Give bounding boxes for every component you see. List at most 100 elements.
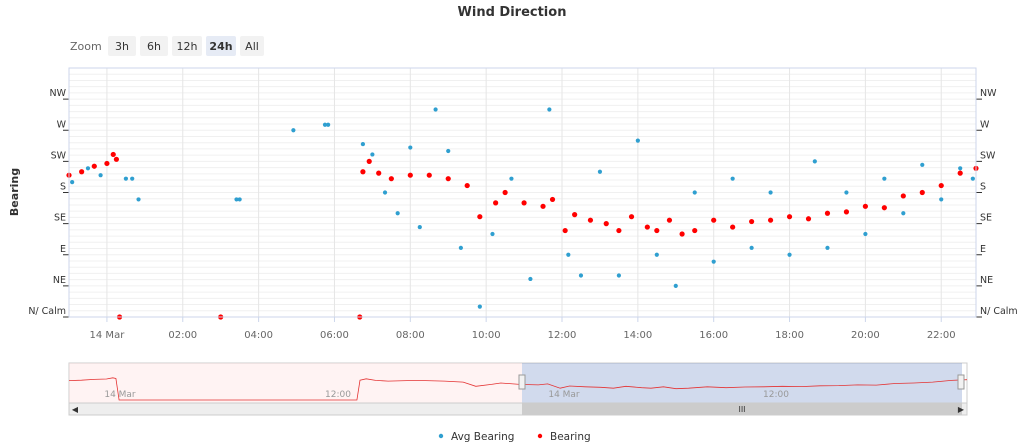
data-point[interactable] [824, 210, 831, 216]
data-point[interactable] [768, 190, 773, 195]
data-point[interactable] [370, 152, 375, 157]
data-point[interactable] [360, 169, 366, 175]
data-point[interactable] [136, 197, 141, 202]
scrollbar-thumb[interactable] [522, 403, 962, 415]
data-point[interactable] [749, 245, 754, 250]
data-point[interactable] [711, 217, 717, 223]
data-point[interactable] [123, 176, 128, 181]
data-point[interactable] [970, 176, 975, 181]
data-point[interactable] [566, 252, 571, 257]
data-point[interactable] [901, 211, 906, 216]
data-point[interactable] [920, 162, 925, 167]
data-point[interactable] [692, 227, 698, 234]
navigator-handle-right[interactable] [957, 374, 965, 390]
data-point[interactable] [939, 197, 944, 202]
data-point[interactable] [692, 190, 697, 195]
data-point[interactable] [79, 169, 85, 175]
data-point[interactable] [426, 172, 432, 178]
data-point[interactable] [654, 252, 659, 257]
data-point[interactable] [958, 166, 963, 171]
navigator-handle-left[interactable] [518, 374, 526, 390]
navigator-scrollbar[interactable]: III ◀ ▶ [68, 402, 968, 416]
data-point[interactable] [844, 190, 849, 195]
data-point[interactable] [882, 176, 887, 181]
data-point[interactable] [666, 217, 673, 223]
data-point[interactable] [464, 182, 470, 189]
data-point[interactable] [578, 273, 584, 278]
data-point[interactable] [786, 214, 793, 220]
data-point[interactable] [540, 203, 546, 209]
data-point[interactable] [635, 138, 640, 143]
data-point[interactable] [711, 259, 716, 264]
data-point[interactable] [433, 107, 438, 112]
data-point[interactable] [881, 205, 887, 211]
data-point[interactable] [502, 189, 508, 196]
data-point[interactable] [110, 151, 116, 158]
data-point[interactable] [767, 217, 774, 223]
navigator[interactable]: 14 Mar 12:00 14 Mar 12:00 III ◀ ▶ [68, 362, 968, 416]
data-point[interactable] [616, 273, 621, 278]
data-point[interactable] [587, 217, 594, 223]
data-point[interactable] [490, 231, 495, 237]
data-point[interactable] [91, 163, 97, 169]
data-point[interactable] [85, 166, 91, 171]
zoom-button-12h[interactable]: 12h [172, 36, 202, 56]
data-point[interactable] [862, 203, 868, 209]
data-point[interactable] [654, 227, 660, 234]
data-point[interactable] [730, 224, 736, 230]
zoom-button-24h[interactable]: 24h [206, 36, 236, 56]
data-point[interactable] [603, 221, 609, 227]
data-point[interactable] [445, 176, 451, 182]
data-point[interactable] [547, 107, 552, 112]
data-point[interactable] [408, 145, 413, 150]
data-point[interactable] [493, 200, 499, 206]
data-point[interactable] [407, 172, 413, 178]
data-point[interactable] [673, 283, 678, 288]
data-point[interactable] [395, 211, 400, 216]
data-point[interactable] [812, 159, 817, 164]
data-point[interactable] [616, 227, 622, 234]
data-point[interactable] [322, 122, 328, 127]
scroll-left-arrow-icon[interactable]: ◀ [72, 405, 79, 414]
data-point[interactable] [938, 182, 944, 189]
data-point[interactable] [376, 170, 382, 176]
data-point[interactable] [458, 245, 463, 250]
zoom-button-all[interactable]: All [240, 36, 264, 56]
data-point[interactable] [597, 169, 603, 174]
data-point[interactable] [291, 128, 296, 133]
data-point[interactable] [787, 252, 792, 257]
data-point[interactable] [234, 197, 239, 202]
data-point[interactable] [900, 193, 906, 199]
data-point[interactable] [113, 156, 120, 162]
zoom-button-3h[interactable]: 3h [108, 36, 136, 56]
data-point[interactable] [237, 197, 242, 202]
data-point[interactable] [919, 189, 925, 196]
data-point[interactable] [572, 212, 578, 218]
data-point[interactable] [562, 227, 568, 234]
zoom-button-6h[interactable]: 6h [140, 36, 168, 56]
data-point[interactable] [446, 148, 451, 154]
data-point[interactable] [628, 214, 635, 220]
data-point[interactable] [326, 122, 331, 127]
data-point[interactable] [477, 304, 482, 309]
scroll-right-arrow-icon[interactable]: ▶ [958, 405, 965, 414]
data-point[interactable] [417, 224, 422, 230]
data-point[interactable] [477, 214, 483, 220]
data-point[interactable] [730, 176, 735, 181]
data-point[interactable] [825, 245, 830, 250]
data-point[interactable] [528, 276, 533, 282]
data-point[interactable] [521, 200, 527, 206]
data-point[interactable] [749, 218, 755, 225]
navigator-selection[interactable] [522, 363, 962, 403]
data-point[interactable] [70, 180, 75, 185]
data-point[interactable] [366, 158, 372, 164]
data-point[interactable] [644, 224, 650, 230]
data-point[interactable] [360, 141, 366, 147]
data-point[interactable] [957, 170, 963, 176]
data-point[interactable] [863, 231, 868, 237]
data-point[interactable] [382, 190, 388, 195]
data-point[interactable] [98, 173, 103, 178]
data-point[interactable] [104, 160, 110, 167]
data-point[interactable] [805, 216, 812, 222]
data-point[interactable] [130, 176, 135, 181]
